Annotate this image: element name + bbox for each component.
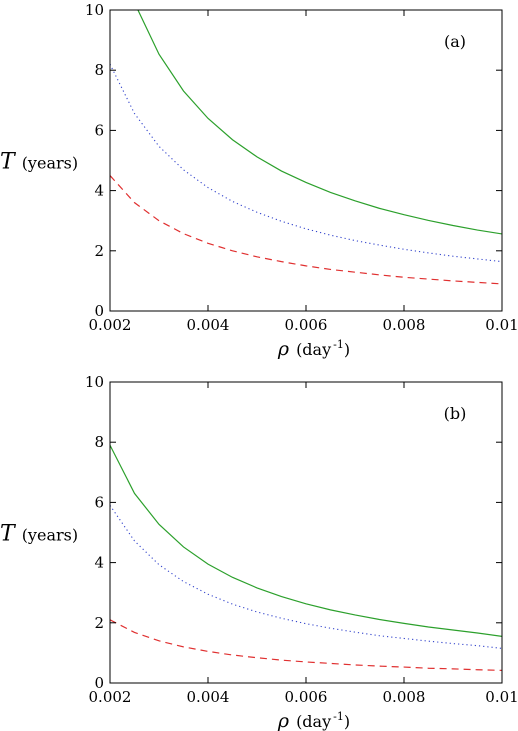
series-line-dashed xyxy=(110,619,502,671)
x-tick-label: 0.01 xyxy=(485,316,518,334)
chart-panel-1: 0.002 0.004 0.006 0.008 0.01 0 2 4 6 8 10 (a) T (year… xyxy=(0,1,518,360)
y-tick-label: 0 xyxy=(94,302,104,320)
x-tick-label: 0.002 xyxy=(89,688,132,706)
y-axis-title: T (years) xyxy=(0,522,78,547)
x-tick-label: 0.004 xyxy=(187,316,230,334)
x-tick-label: 0.01 xyxy=(485,688,518,706)
y-tick-label: 10 xyxy=(85,1,104,19)
x-tick-label: 0.002 xyxy=(89,316,132,334)
series-line-dotted xyxy=(110,505,502,649)
y-axis-title: T (years) xyxy=(0,150,78,175)
y-tick-label: 2 xyxy=(94,614,104,632)
y-tick-label: 0 xyxy=(94,674,104,692)
y-tick-label: 6 xyxy=(94,493,104,511)
x-axis-title: ρ (day -1) xyxy=(277,338,350,360)
chart-panel-2: 0.002 0.004 0.006 0.008 0.01 0 2 4 6 8 10 (b) T (year… xyxy=(0,373,518,731)
series-line-dotted xyxy=(110,63,502,263)
y-tick-label: 8 xyxy=(94,433,104,451)
x-tick-label: 0.008 xyxy=(383,316,426,334)
y-tick-label: 4 xyxy=(94,554,104,572)
y-tick-label: 4 xyxy=(94,182,104,200)
x-tick-label: 0.006 xyxy=(285,316,328,334)
plot-frame xyxy=(109,381,503,684)
x-tick-label: 0.008 xyxy=(383,688,426,706)
y-tick-label: 2 xyxy=(94,242,104,260)
series-line-solid xyxy=(110,444,502,637)
x-tick-label: 0.004 xyxy=(187,688,230,706)
x-axis-title: ρ (day -1) xyxy=(277,710,350,731)
y-tick-label: 8 xyxy=(94,61,104,79)
panel-label: (b) xyxy=(444,404,467,423)
x-tick-label: 0.006 xyxy=(285,688,328,706)
y-tick-label: 10 xyxy=(85,373,104,391)
y-tick-label: 6 xyxy=(94,121,104,139)
series-line-solid xyxy=(137,10,502,235)
panel-label: (a) xyxy=(444,32,466,51)
series-line-dashed xyxy=(110,175,502,285)
